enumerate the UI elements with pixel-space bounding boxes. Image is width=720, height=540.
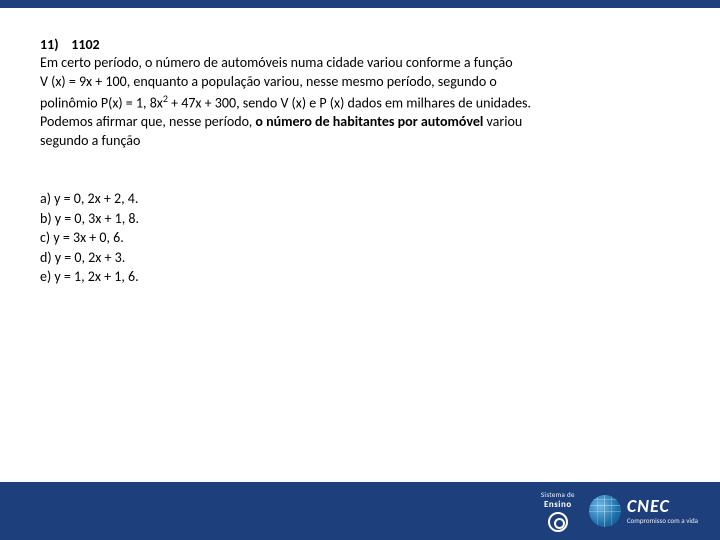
cnec-name: CNEC: [627, 497, 698, 515]
question-code: 1102: [71, 36, 99, 53]
sistema-ring-icon: [548, 512, 568, 532]
option-a: a) y = 0, 2x + 2, 4.: [40, 189, 680, 209]
sistema-line2: Ensino: [544, 499, 572, 510]
body-line-4: Podemos afirmar que, nesse período, o nú…: [40, 113, 680, 132]
option-d: d) y = 0, 2x + 3.: [40, 248, 680, 268]
sistema-line1: Sistema de: [541, 490, 575, 499]
top-bar: [0, 0, 720, 12]
bold-phrase: o número de habitantes por automóvel: [255, 113, 483, 130]
options-list: a) y = 0, 2x + 2, 4. b) y = 0, 3x + 1, 8…: [40, 189, 680, 287]
cnec-tagline: Compromisso com a vida: [627, 516, 698, 525]
globe-icon: [589, 495, 621, 527]
option-b: b) y = 0, 3x + 1, 8.: [40, 209, 680, 229]
body-line-3: polinômio P(x) = 1, 8x2 + 47x + 300, sen…: [40, 92, 680, 114]
question-header: 11) 1102: [40, 36, 680, 53]
footer-bar: Sistema de Ensino CNEC Compromisso com a…: [0, 482, 720, 540]
body-line-2: V (x) = 9x + 100, enquanto a população v…: [40, 73, 680, 92]
body-line-5: segundo a função: [40, 132, 680, 151]
question-body: Em certo período, o número de automóveis…: [40, 54, 680, 151]
question-number: 11): [40, 36, 59, 53]
brand-sistema-ensino: Sistema de Ensino: [541, 490, 575, 532]
body-line-1: Em certo período, o número de automóveis…: [40, 54, 680, 73]
option-e: e) y = 1, 2x + 1, 6.: [40, 267, 680, 287]
question-block: 11) 1102 Em certo período, o número de a…: [0, 12, 720, 287]
option-c: c) y = 3x + 0, 6.: [40, 228, 680, 248]
brand-cnec: CNEC Compromisso com a vida: [589, 495, 698, 527]
